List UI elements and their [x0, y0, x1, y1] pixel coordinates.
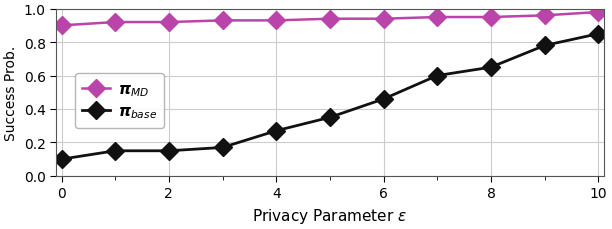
- Y-axis label: Success Prob.: Success Prob.: [4, 45, 18, 140]
- Line: $\boldsymbol{\pi}_{MD}$: $\boldsymbol{\pi}_{MD}$: [55, 7, 605, 33]
- $\boldsymbol{\pi}_{base}$: [541, 45, 548, 48]
- $\boldsymbol{\pi}_{MD}$: [595, 12, 602, 14]
- $\boldsymbol{\pi}_{base}$: [380, 98, 387, 101]
- $\boldsymbol{\pi}_{MD}$: [487, 16, 494, 19]
- $\boldsymbol{\pi}_{MD}$: [541, 15, 548, 18]
- $\boldsymbol{\pi}_{base}$: [487, 66, 494, 69]
- $\boldsymbol{\pi}_{MD}$: [58, 25, 65, 28]
- $\boldsymbol{\pi}_{base}$: [219, 146, 226, 149]
- $\boldsymbol{\pi}_{MD}$: [433, 16, 441, 19]
- $\boldsymbol{\pi}_{MD}$: [380, 18, 387, 21]
- $\boldsymbol{\pi}_{base}$: [165, 150, 173, 153]
- $\boldsymbol{\pi}_{base}$: [595, 33, 602, 36]
- $\boldsymbol{\pi}_{MD}$: [272, 20, 280, 23]
- $\boldsymbol{\pi}_{base}$: [111, 150, 119, 153]
- $\boldsymbol{\pi}_{base}$: [433, 75, 441, 78]
- Legend: $\boldsymbol{\pi}_{MD}$, $\boldsymbol{\pi}_{base}$: $\boldsymbol{\pi}_{MD}$, $\boldsymbol{\p…: [75, 74, 164, 128]
- $\boldsymbol{\pi}_{MD}$: [165, 22, 173, 24]
- $\boldsymbol{\pi}_{MD}$: [326, 18, 334, 21]
- $\boldsymbol{\pi}_{base}$: [272, 130, 280, 133]
- Line: $\boldsymbol{\pi}_{base}$: $\boldsymbol{\pi}_{base}$: [55, 28, 605, 166]
- $\boldsymbol{\pi}_{base}$: [58, 158, 65, 161]
- $\boldsymbol{\pi}_{MD}$: [219, 20, 226, 23]
- X-axis label: Privacy Parameter $\epsilon$: Privacy Parameter $\epsilon$: [253, 206, 408, 225]
- $\boldsymbol{\pi}_{MD}$: [111, 22, 119, 24]
- $\boldsymbol{\pi}_{base}$: [326, 117, 334, 119]
